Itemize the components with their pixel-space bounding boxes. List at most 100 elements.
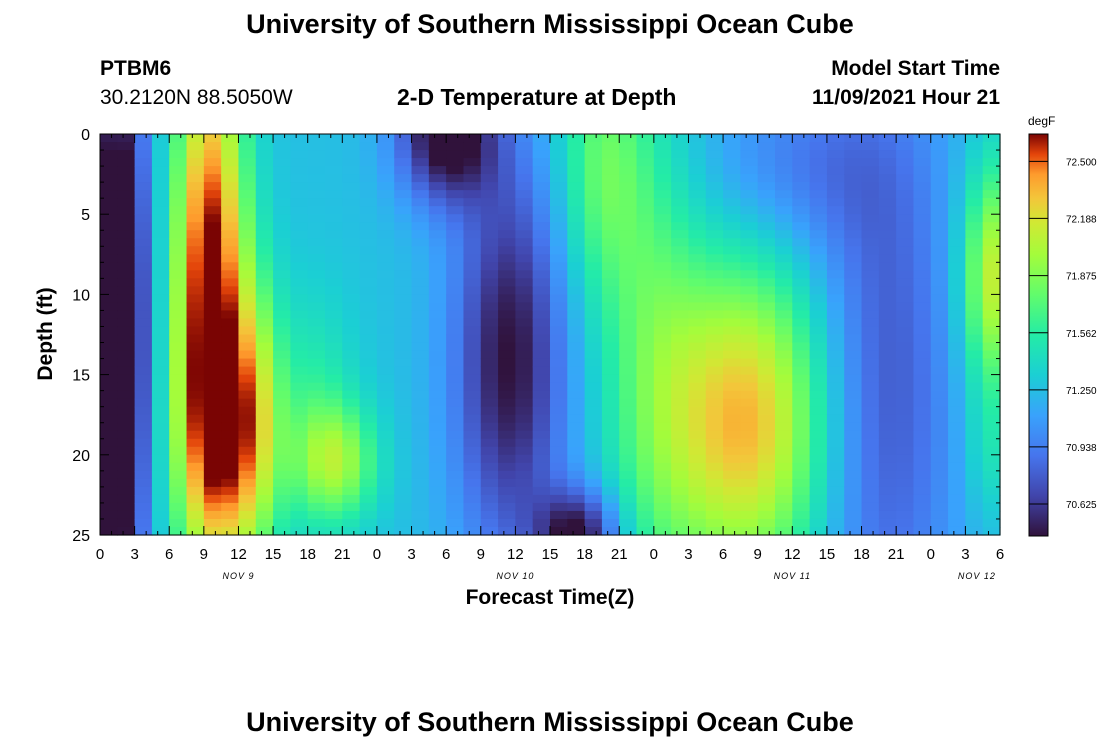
heatmap-cell (636, 198, 655, 207)
heatmap-cell (273, 390, 291, 400)
heatmap-cell (671, 518, 690, 528)
heatmap-cell (826, 238, 845, 247)
heatmap-cell (203, 382, 222, 392)
heatmap-cell (186, 502, 205, 512)
heatmap-cell (740, 390, 759, 400)
heatmap-cell (550, 430, 568, 440)
heatmap-cell (169, 414, 188, 424)
heatmap-cell (636, 438, 655, 448)
heatmap-cell (376, 414, 395, 424)
heatmap-cell (584, 142, 603, 151)
heatmap-cell (290, 334, 309, 344)
heatmap-cell (775, 270, 793, 279)
heatmap-cell (792, 142, 811, 151)
heatmap-cell (965, 294, 984, 304)
heatmap-cell (359, 350, 378, 360)
heatmap-cell (705, 302, 724, 312)
heatmap-cell (255, 150, 274, 159)
heatmap-cell (532, 430, 551, 440)
y-tick-label: 15 (72, 368, 90, 385)
heatmap-cell (826, 350, 845, 360)
heatmap-cell (255, 462, 274, 472)
heatmap-cell (290, 366, 309, 376)
heatmap-cell (913, 478, 932, 488)
heatmap-cell (601, 286, 620, 295)
heatmap-cell (376, 478, 395, 488)
heatmap-cell (930, 366, 949, 376)
heatmap-cell (601, 382, 620, 392)
heatmap-cell (671, 214, 690, 223)
heatmap-cell (567, 214, 586, 223)
heatmap-cell (255, 278, 274, 287)
heatmap-cell (515, 462, 534, 472)
heatmap-cell (428, 454, 447, 464)
heatmap-cell (255, 246, 274, 255)
heatmap-cell (100, 502, 118, 512)
heatmap-cell (151, 230, 170, 239)
heatmap-cell (723, 214, 741, 223)
heatmap-cell (636, 286, 655, 295)
heatmap-cell (740, 286, 759, 295)
heatmap-cell (688, 326, 707, 336)
heatmap-cell (134, 526, 153, 536)
heatmap-cell (809, 182, 828, 191)
heatmap-cell (100, 494, 118, 504)
heatmap-cell (290, 198, 309, 207)
heatmap-cell (619, 422, 638, 432)
heatmap-cell (463, 174, 482, 183)
heatmap-cell (965, 166, 984, 175)
heatmap-cell (463, 502, 482, 512)
heatmap-cell (913, 366, 932, 376)
heatmap-cell (342, 198, 361, 207)
heatmap-cell (203, 398, 222, 408)
heatmap-cell (273, 374, 291, 384)
heatmap-cell (134, 486, 153, 496)
heatmap-cell (896, 214, 915, 223)
x-tick-label: 21 (334, 546, 351, 563)
heatmap-cell (411, 318, 430, 328)
heatmap-cell (532, 454, 551, 464)
heatmap-cell (948, 134, 966, 143)
heatmap-cell (255, 238, 274, 247)
heatmap-cell (948, 454, 966, 464)
heatmap-cell (567, 486, 586, 496)
heatmap-cell (359, 214, 378, 223)
heatmap-cell (844, 246, 863, 255)
heatmap-cell (100, 198, 118, 207)
heatmap-cell (100, 326, 118, 336)
heatmap-cell (653, 454, 672, 464)
heatmap-cell (117, 470, 136, 480)
heatmap-cell (359, 454, 378, 464)
heatmap-cell (134, 318, 153, 328)
heatmap-cell (480, 262, 499, 271)
heatmap-cell (342, 286, 361, 295)
y-axis-title: Depth (ft) (34, 287, 57, 380)
heatmap-cell (809, 518, 828, 528)
heatmap-cell (948, 206, 966, 215)
heatmap-cell (480, 182, 499, 191)
heatmap-cell (480, 358, 499, 368)
heatmap-cell (584, 174, 603, 183)
heatmap-cell (636, 422, 655, 432)
heatmap-cell (186, 318, 205, 328)
heatmap-cell (463, 254, 482, 263)
heatmap-cell (255, 406, 274, 416)
heatmap-cell (930, 478, 949, 488)
heatmap-cell (653, 390, 672, 400)
heatmap-cell (844, 310, 863, 320)
heatmap-cell (584, 222, 603, 231)
heatmap-cell (809, 358, 828, 368)
heatmap-cell (775, 286, 793, 295)
heatmap-cell (325, 478, 343, 488)
heatmap-cell (723, 262, 741, 271)
heatmap-cell (169, 262, 188, 271)
heatmap-cell (221, 366, 240, 376)
heatmap-cell (809, 486, 828, 496)
heatmap-cell (342, 254, 361, 263)
heatmap-cell (688, 342, 707, 352)
heatmap-cell (359, 414, 378, 424)
heatmap-cell (515, 510, 534, 520)
heatmap-cell (428, 206, 447, 215)
heatmap-cell (688, 390, 707, 400)
heatmap-cell (221, 438, 240, 448)
